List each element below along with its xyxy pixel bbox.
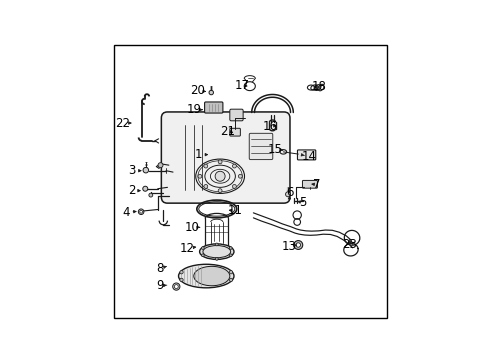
FancyBboxPatch shape: [302, 180, 317, 188]
Circle shape: [208, 90, 213, 95]
Text: 6: 6: [285, 186, 293, 199]
Text: 19: 19: [187, 103, 202, 116]
Text: 20: 20: [190, 84, 205, 97]
Circle shape: [232, 185, 236, 188]
FancyBboxPatch shape: [229, 109, 243, 121]
Text: 21: 21: [220, 125, 235, 138]
Circle shape: [238, 174, 242, 178]
Text: 18: 18: [311, 81, 326, 94]
FancyBboxPatch shape: [161, 112, 289, 203]
Circle shape: [293, 240, 302, 249]
Circle shape: [232, 164, 236, 168]
Text: 4: 4: [122, 206, 129, 219]
Circle shape: [295, 243, 300, 247]
Text: 8: 8: [156, 262, 163, 275]
Circle shape: [180, 271, 183, 274]
Circle shape: [215, 171, 224, 181]
Circle shape: [215, 243, 218, 246]
FancyBboxPatch shape: [229, 128, 240, 136]
Circle shape: [285, 192, 290, 197]
Ellipse shape: [178, 264, 233, 288]
Circle shape: [172, 283, 180, 290]
FancyBboxPatch shape: [204, 102, 223, 113]
Circle shape: [229, 278, 232, 282]
Circle shape: [201, 254, 204, 257]
Circle shape: [203, 164, 207, 168]
Circle shape: [158, 163, 163, 168]
Text: 17: 17: [234, 79, 249, 92]
Text: 16: 16: [262, 120, 277, 133]
Text: 11: 11: [227, 204, 243, 217]
Text: 14: 14: [301, 150, 316, 163]
Text: 22: 22: [115, 117, 130, 130]
Circle shape: [201, 247, 204, 249]
Circle shape: [218, 160, 222, 164]
Circle shape: [143, 167, 148, 173]
Circle shape: [148, 193, 152, 197]
Text: 23: 23: [342, 238, 357, 251]
Text: 15: 15: [267, 143, 283, 156]
Circle shape: [140, 210, 142, 213]
Circle shape: [198, 174, 202, 178]
Circle shape: [174, 285, 178, 288]
Text: 2: 2: [128, 184, 136, 197]
Circle shape: [203, 185, 207, 188]
FancyBboxPatch shape: [297, 150, 315, 160]
Text: 13: 13: [282, 240, 296, 253]
Text: 3: 3: [128, 164, 135, 177]
Circle shape: [215, 257, 218, 260]
Text: 9: 9: [156, 279, 163, 292]
Circle shape: [229, 271, 232, 274]
FancyBboxPatch shape: [249, 133, 272, 159]
Text: 5: 5: [299, 196, 306, 210]
Circle shape: [218, 189, 222, 193]
Circle shape: [142, 186, 147, 191]
Ellipse shape: [199, 244, 233, 260]
Ellipse shape: [193, 266, 229, 286]
Circle shape: [180, 278, 183, 282]
Text: 7: 7: [313, 178, 320, 191]
Circle shape: [229, 247, 232, 249]
Text: 10: 10: [184, 221, 200, 234]
Circle shape: [138, 209, 143, 215]
Text: 1: 1: [194, 148, 201, 161]
Text: 12: 12: [179, 242, 194, 255]
Circle shape: [229, 254, 232, 257]
